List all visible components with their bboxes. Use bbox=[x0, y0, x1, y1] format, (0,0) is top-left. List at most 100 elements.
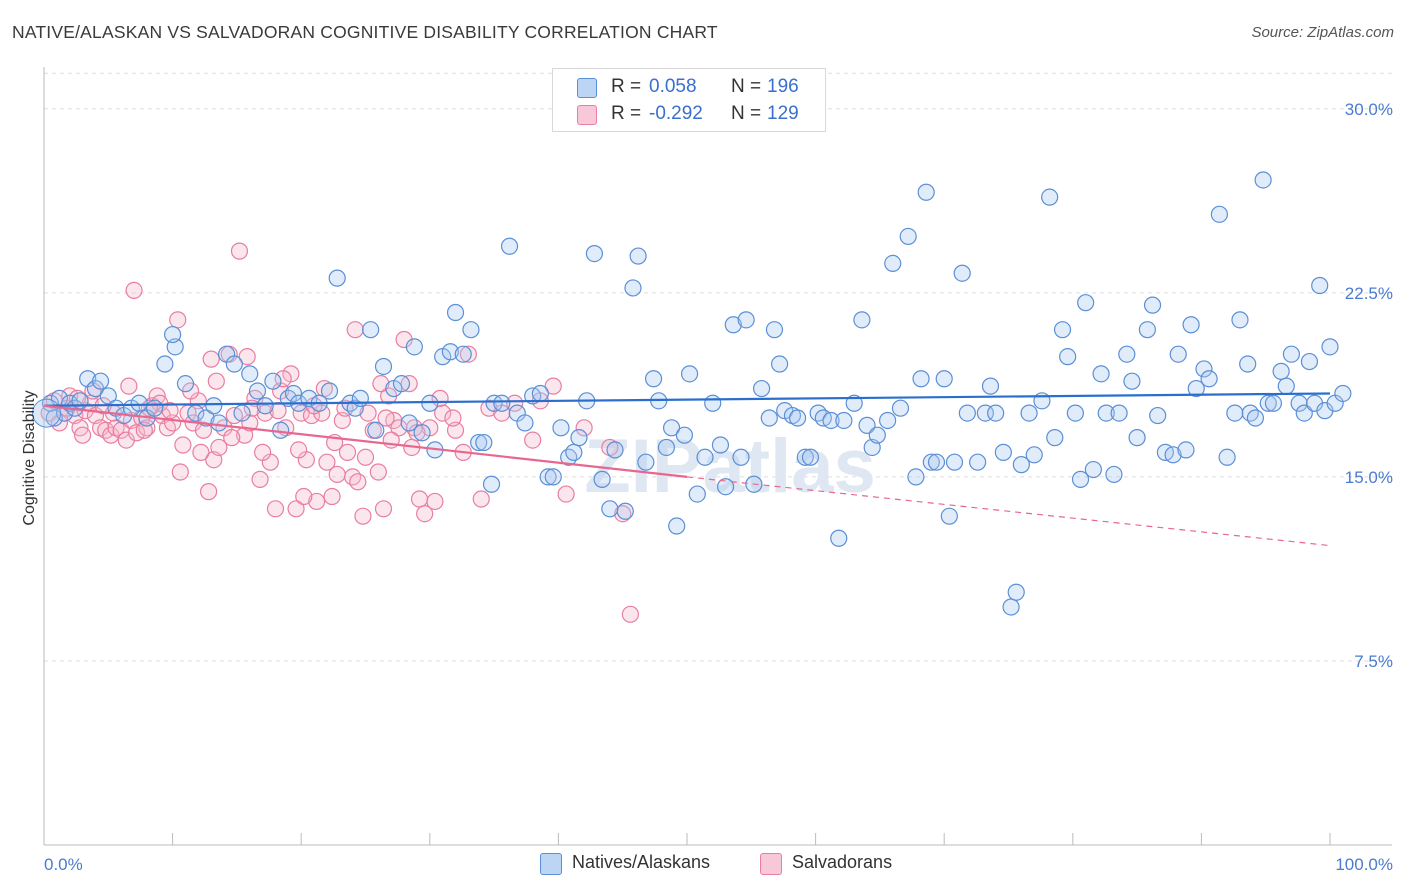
native-point bbox=[1053, 321, 1072, 339]
salvadoran-point bbox=[192, 443, 210, 461]
native-point bbox=[637, 453, 655, 471]
salvadoran-point bbox=[290, 441, 308, 459]
salvadoran-point bbox=[287, 500, 305, 518]
salvadoran-point bbox=[256, 404, 274, 422]
native-point bbox=[374, 357, 393, 376]
native-point bbox=[197, 409, 215, 427]
salvadoran-point bbox=[120, 377, 138, 395]
native-point bbox=[320, 382, 339, 400]
legend-n-label: N = bbox=[731, 76, 762, 97]
native-point bbox=[711, 436, 730, 454]
salvadorans-trend-line bbox=[43, 404, 688, 478]
native-point bbox=[176, 375, 195, 393]
watermark: ZIPatlas bbox=[584, 424, 875, 509]
x-tick-label: 100.0% bbox=[1335, 855, 1393, 874]
native-point bbox=[899, 227, 917, 246]
salvadoran-point bbox=[73, 426, 92, 444]
native-point bbox=[1264, 394, 1283, 412]
native-point bbox=[1164, 446, 1182, 464]
native-point bbox=[1012, 456, 1030, 474]
native-point bbox=[835, 411, 853, 430]
tick-labels: 7.5% 15.0% 22.5% 30.0% 0.0% 100.0% bbox=[44, 100, 1393, 874]
salvadoran-point bbox=[174, 436, 192, 454]
salvadoran-point bbox=[506, 394, 524, 412]
native-point bbox=[351, 389, 369, 407]
native-point bbox=[1110, 404, 1128, 422]
native-point bbox=[1007, 583, 1025, 601]
native-point bbox=[539, 468, 557, 486]
native-point bbox=[264, 372, 282, 390]
native-point bbox=[1002, 598, 1020, 616]
native-point bbox=[922, 453, 940, 471]
native-point bbox=[531, 384, 549, 403]
native-point bbox=[907, 468, 925, 486]
native-point bbox=[225, 355, 243, 373]
native-point bbox=[99, 387, 117, 405]
bottom-legend-label-salvadorans: Salvadorans bbox=[792, 852, 893, 872]
salvadorans-trend-extension bbox=[686, 476, 1331, 547]
salvadoran-point bbox=[575, 419, 593, 437]
native-point bbox=[462, 321, 480, 339]
native-point bbox=[987, 404, 1005, 422]
native-point bbox=[500, 237, 519, 255]
salvadoran-point bbox=[410, 490, 429, 508]
native-point bbox=[788, 409, 807, 427]
native-point bbox=[680, 365, 699, 383]
native-point bbox=[752, 379, 771, 398]
native-point bbox=[1231, 311, 1249, 329]
native-point bbox=[1177, 441, 1195, 459]
legend-swatch-natives bbox=[577, 78, 597, 98]
salvadoran-point bbox=[318, 453, 336, 471]
salvadoran-point bbox=[444, 409, 462, 427]
salvadoran-point bbox=[524, 431, 542, 449]
native-point bbox=[657, 438, 676, 457]
y-tick-label: 15.0% bbox=[1345, 468, 1393, 487]
native-point bbox=[392, 375, 411, 393]
legend-n-label: N = bbox=[731, 103, 762, 124]
native-point bbox=[233, 404, 251, 422]
native-point bbox=[1149, 406, 1167, 425]
native-point bbox=[994, 443, 1012, 461]
native-point bbox=[969, 453, 987, 471]
native-point bbox=[552, 419, 570, 437]
salvadoran-point bbox=[434, 404, 452, 422]
native-point bbox=[1169, 345, 1187, 363]
salvadoran-point bbox=[266, 500, 285, 518]
salvadoran-point bbox=[207, 372, 225, 390]
native-point bbox=[1025, 446, 1043, 464]
salvadoran-point bbox=[169, 311, 187, 329]
native-point bbox=[662, 419, 681, 437]
salvadoran-point bbox=[200, 483, 218, 501]
native-point bbox=[1097, 404, 1115, 422]
native-point bbox=[1200, 370, 1218, 388]
native-point bbox=[1123, 372, 1141, 390]
native-point bbox=[421, 394, 439, 412]
native-point bbox=[241, 365, 259, 383]
native-point bbox=[1210, 205, 1229, 223]
native-point bbox=[1071, 470, 1090, 488]
salvadoran-point bbox=[621, 605, 640, 623]
native-point bbox=[1105, 465, 1123, 484]
salvadoran-point bbox=[251, 470, 269, 488]
native-point bbox=[1143, 296, 1162, 314]
salvadoran-point bbox=[369, 463, 387, 481]
natives-trend-line bbox=[43, 392, 1331, 407]
native-point bbox=[1041, 188, 1059, 206]
native-point bbox=[164, 325, 182, 344]
salvadoran-point bbox=[372, 375, 390, 393]
native-point bbox=[732, 448, 750, 466]
native-point bbox=[935, 370, 953, 388]
native-point bbox=[1046, 429, 1064, 447]
native-point bbox=[156, 355, 174, 373]
native-point bbox=[809, 404, 827, 422]
native-point bbox=[953, 264, 971, 282]
native-point bbox=[367, 421, 385, 439]
legend-n-value: 129 bbox=[767, 103, 799, 124]
salvadoran-point bbox=[308, 492, 326, 511]
chart-source: Source: ZipAtlas.com bbox=[1251, 24, 1394, 41]
legend-n-value: 196 bbox=[767, 76, 799, 97]
salvadoran-point bbox=[230, 242, 249, 260]
native-point bbox=[891, 399, 910, 417]
native-point bbox=[796, 448, 814, 466]
